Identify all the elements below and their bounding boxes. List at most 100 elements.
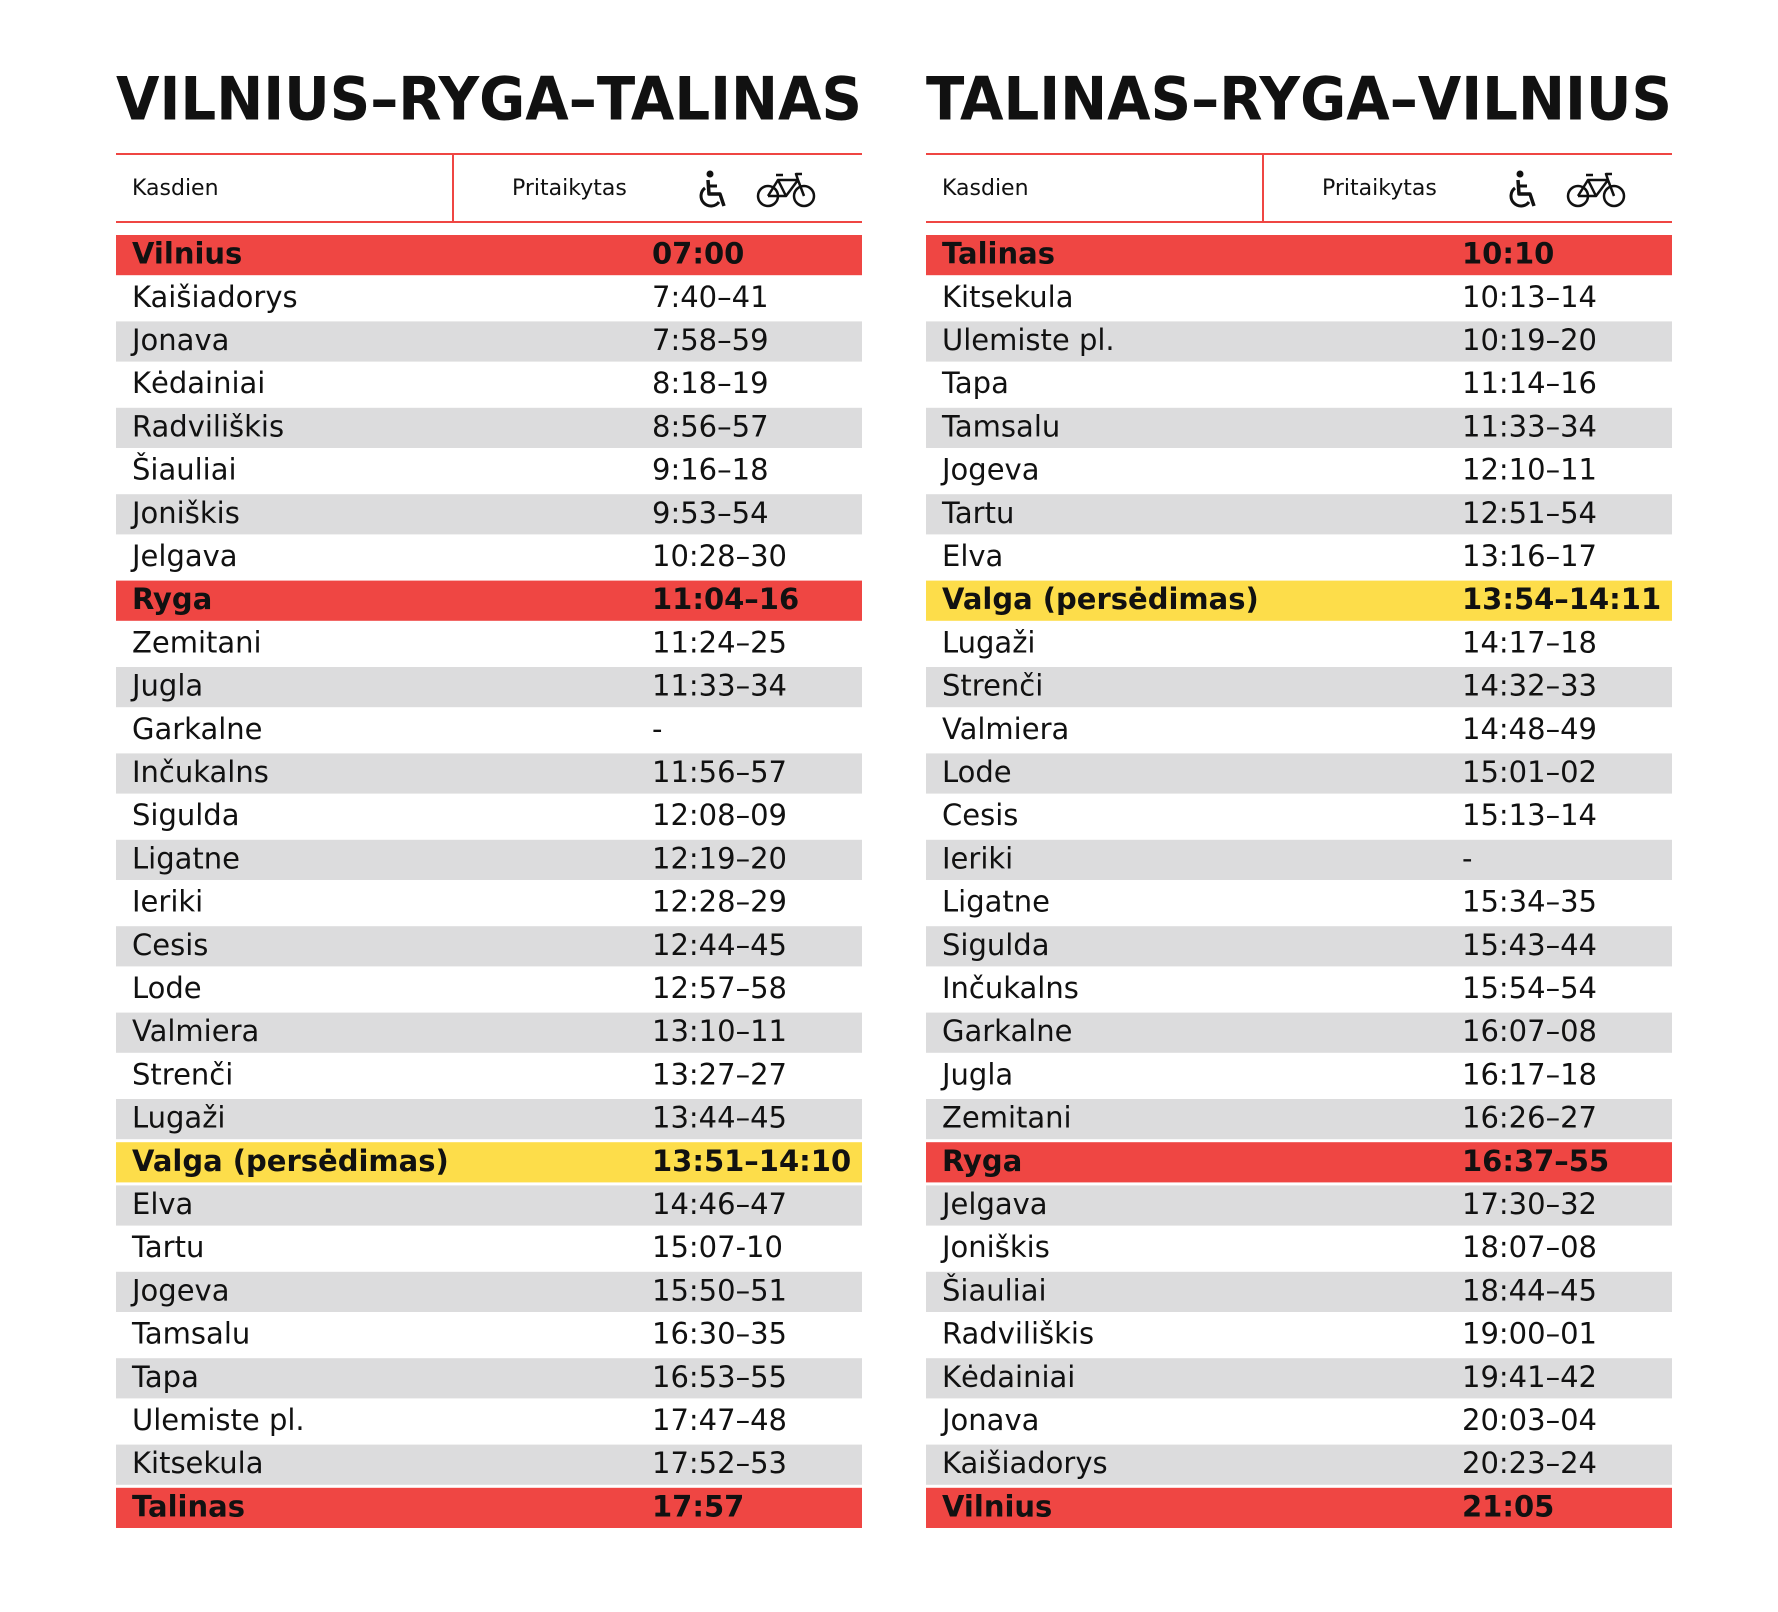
station-name: Strenči bbox=[942, 669, 1043, 703]
station-time: 12:28–29 bbox=[652, 885, 787, 919]
row-background bbox=[926, 580, 1672, 621]
row-background bbox=[116, 1185, 862, 1226]
station-time: - bbox=[1462, 841, 1472, 875]
station-time: 11:24–25 bbox=[652, 625, 787, 659]
station-time: 10:10 bbox=[1462, 237, 1554, 271]
station-time: 14:48–49 bbox=[1462, 712, 1597, 746]
station-name: Ieriki bbox=[132, 885, 203, 919]
station-time: 12:57–58 bbox=[652, 971, 787, 1005]
station-time: 12:19–20 bbox=[652, 841, 787, 875]
station-time: 12:51–54 bbox=[1462, 496, 1597, 530]
station-name: Tapa bbox=[131, 1360, 199, 1394]
row-background bbox=[926, 1142, 1672, 1183]
station-time: 16:30–35 bbox=[652, 1317, 787, 1351]
header-accessible: Pritaikytas bbox=[512, 176, 627, 201]
station-name: Talinas bbox=[942, 237, 1055, 271]
row-background bbox=[116, 1271, 862, 1312]
row-background bbox=[926, 839, 1672, 880]
station-name: Ryga bbox=[132, 582, 212, 616]
header-days: Kasdien bbox=[942, 176, 1029, 201]
row-background bbox=[116, 753, 862, 794]
station-time: 13:44–45 bbox=[652, 1101, 787, 1135]
bike-icon bbox=[1566, 172, 1626, 208]
row-background bbox=[116, 839, 862, 880]
header-accessible: Pritaikytas bbox=[1322, 176, 1437, 201]
row-background bbox=[926, 1358, 1672, 1399]
station-name: Elva bbox=[132, 1187, 193, 1221]
station-name: Valmiera bbox=[942, 712, 1069, 746]
row-background bbox=[116, 1012, 862, 1053]
row-background bbox=[926, 407, 1672, 448]
station-name: Tamsalu bbox=[941, 409, 1060, 443]
station-time: 15:43–44 bbox=[1462, 928, 1597, 962]
row-background bbox=[926, 1012, 1672, 1053]
station-name: Ulemiste pl. bbox=[132, 1403, 305, 1437]
station-time: 21:05 bbox=[1462, 1489, 1554, 1523]
station-name: Kitsekula bbox=[132, 1446, 264, 1480]
station-time: 17:47–48 bbox=[652, 1403, 787, 1437]
station-name: Lugaži bbox=[132, 1101, 226, 1135]
station-time: - bbox=[652, 712, 662, 746]
station-name: Zemitani bbox=[132, 625, 262, 659]
station-name: Tamsalu bbox=[131, 1317, 250, 1351]
row-background bbox=[926, 1271, 1672, 1312]
station-time: 13:27–27 bbox=[652, 1057, 787, 1091]
station-time: 17:57 bbox=[652, 1489, 744, 1523]
row-background bbox=[116, 580, 862, 621]
row-background bbox=[116, 494, 862, 535]
table-title: VILNIUS–RYGA–TALINAS bbox=[116, 65, 862, 135]
station-time: 17:52–53 bbox=[652, 1446, 787, 1480]
station-name: Ligatne bbox=[132, 841, 240, 875]
station-time: 07:00 bbox=[652, 237, 744, 271]
station-name: Tartu bbox=[131, 1230, 204, 1264]
station-time: 14:46–47 bbox=[652, 1187, 787, 1221]
station-name: Šiauliai bbox=[942, 1273, 1047, 1307]
station-time: 15:54–54 bbox=[1462, 971, 1597, 1005]
row-background bbox=[926, 1444, 1672, 1485]
station-time: 15:13–14 bbox=[1462, 798, 1597, 832]
station-name: Valmiera bbox=[132, 1014, 259, 1048]
row-background bbox=[116, 926, 862, 967]
station-name: Ulemiste pl. bbox=[942, 323, 1115, 357]
station-time: 13:10–11 bbox=[652, 1014, 787, 1048]
station-time: 19:00–01 bbox=[1462, 1317, 1597, 1351]
row-background bbox=[116, 667, 862, 708]
station-time: 7:40–41 bbox=[652, 280, 769, 314]
station-name: Tapa bbox=[941, 366, 1009, 400]
station-name: Šiauliai bbox=[132, 453, 237, 487]
schedule-table: TALINAS–RYGA–VILNIUS Kasdien Pritaikytas Ta… bbox=[926, 65, 1672, 1528]
bike-icon bbox=[756, 172, 816, 208]
station-name: Jugla bbox=[130, 669, 203, 703]
station-time: 16:26–27 bbox=[1462, 1101, 1597, 1135]
station-time: 19:41–42 bbox=[1462, 1360, 1597, 1394]
station-name: Talinas bbox=[132, 1489, 245, 1523]
station-name: Ligatne bbox=[942, 885, 1050, 919]
station-name: Radviliškis bbox=[942, 1317, 1094, 1351]
station-time: 15:34–35 bbox=[1462, 885, 1597, 919]
station-time: 14:32–33 bbox=[1462, 669, 1597, 703]
station-name: Zemitani bbox=[942, 1101, 1072, 1135]
station-name: Kitsekula bbox=[942, 280, 1074, 314]
station-name: Vilnius bbox=[942, 1489, 1052, 1523]
station-name: Kaišiadorys bbox=[132, 280, 298, 314]
wheelchair-icon bbox=[699, 170, 726, 208]
row-background bbox=[116, 407, 862, 448]
station-time: 15:01–02 bbox=[1462, 755, 1597, 789]
station-name: Garkalne bbox=[942, 1014, 1073, 1048]
row-background bbox=[116, 1142, 862, 1183]
station-time: 10:19–20 bbox=[1462, 323, 1597, 357]
station-time: 12:08–09 bbox=[652, 798, 787, 832]
row-background bbox=[116, 1358, 862, 1399]
station-time: 20:23–24 bbox=[1462, 1446, 1597, 1480]
station-time: 7:58–59 bbox=[652, 323, 769, 357]
row-background bbox=[926, 1487, 1672, 1528]
station-time: 12:44–45 bbox=[652, 928, 787, 962]
station-name: Sigulda bbox=[942, 928, 1050, 962]
row-background bbox=[926, 1185, 1672, 1226]
header-days: Kasdien bbox=[132, 176, 219, 201]
table-title: TALINAS–RYGA–VILNIUS bbox=[926, 65, 1672, 135]
station-name: Valga (persėdimas) bbox=[132, 1144, 449, 1178]
station-time: 9:53–54 bbox=[652, 496, 769, 530]
row-background bbox=[926, 926, 1672, 967]
